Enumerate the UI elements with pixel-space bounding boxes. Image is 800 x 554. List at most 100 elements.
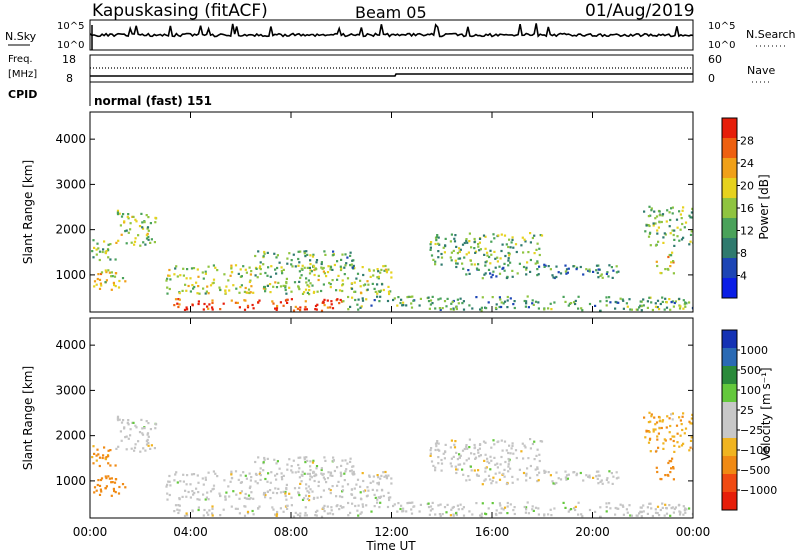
power-cell (304, 305, 307, 309)
velocity-cell (486, 460, 489, 463)
power-cell (264, 271, 267, 275)
power-cell (393, 297, 396, 300)
power-cell (511, 236, 514, 239)
velocity-colorbar-tick-label: −1000 (740, 484, 777, 497)
velocity-cell (246, 510, 250, 513)
velocity-cell (174, 473, 177, 476)
velocity-cell (503, 440, 507, 443)
velocity-cell (450, 439, 453, 442)
velocity-cell (689, 446, 692, 449)
velocity-cell (203, 508, 206, 512)
velocity-cell (617, 507, 620, 510)
power-cell (341, 283, 345, 286)
power-cell (178, 298, 181, 301)
velocity-cell (124, 486, 127, 489)
power-cell (467, 269, 470, 272)
velocity-panel-frame (89, 317, 694, 519)
velocity-cell (478, 447, 481, 450)
power-cell (483, 253, 486, 256)
velocity-cell (346, 483, 350, 486)
power-cell (673, 238, 676, 241)
power-cell (320, 261, 323, 264)
power-cell (185, 289, 188, 292)
power-cell (668, 253, 671, 257)
velocity-cell (531, 508, 534, 511)
power-cell (382, 265, 385, 268)
velocity-cell (207, 498, 210, 501)
power-cell (495, 303, 498, 306)
velocity-cell (549, 474, 552, 477)
power-cell (317, 274, 320, 277)
power-cell (437, 256, 440, 259)
power-cell (145, 234, 148, 237)
power-cell (564, 300, 567, 303)
velocity-cell (269, 489, 272, 492)
velocity-cell (367, 489, 370, 492)
power-cell (462, 267, 465, 270)
power-cell (507, 245, 510, 249)
power-cell (349, 254, 352, 257)
velocity-cell (684, 507, 687, 510)
velocity-cell (607, 481, 610, 484)
velocity-cell (547, 513, 550, 516)
power-cell (350, 263, 353, 266)
velocity-cell (244, 505, 247, 508)
power-cell (385, 270, 389, 273)
velocity-colorbar-swatch (722, 474, 737, 492)
velocity-cell (444, 451, 447, 454)
velocity-colorbar-swatch (722, 456, 737, 474)
power-cell (349, 251, 352, 254)
velocity-cell (137, 440, 140, 443)
velocity-cell (525, 479, 528, 482)
velocity-cell (322, 489, 325, 492)
power-cell (299, 250, 302, 253)
noise-left-tick-top: 10^5 (57, 21, 84, 32)
velocity-cell (553, 507, 556, 510)
velocity-cell (473, 469, 476, 472)
power-cell (273, 252, 276, 255)
velocity-cell (292, 459, 295, 462)
power-cell (492, 270, 495, 273)
power-cell (316, 290, 319, 293)
velocity-cell (340, 473, 343, 476)
velocity-cell (264, 477, 267, 481)
power-cell (349, 264, 352, 267)
velocity-cell (214, 472, 217, 475)
velocity-cell (527, 457, 530, 460)
velocity-cell (478, 455, 481, 458)
velocity-cell (300, 480, 303, 483)
power-cell (549, 302, 552, 305)
velocity-cell (344, 470, 347, 473)
velocity-cell (688, 420, 691, 423)
velocity-cell (458, 453, 461, 456)
power-cell (478, 249, 481, 252)
power-cell (149, 241, 152, 244)
power-cell (113, 283, 116, 287)
power-cell (500, 301, 503, 304)
power-cell (615, 271, 618, 274)
power-cell (492, 233, 495, 236)
velocity-cell (605, 502, 608, 505)
velocity-cell (323, 504, 326, 507)
velocity-cell (608, 502, 611, 505)
velocity-cell (505, 449, 508, 452)
power-cell (276, 304, 279, 308)
power-cell (109, 243, 112, 246)
power-cell (125, 242, 128, 245)
power-cell (503, 300, 507, 303)
power-cell (133, 240, 137, 243)
velocity-cell (680, 444, 684, 447)
power-cell (465, 238, 468, 241)
velocity-cell (656, 435, 659, 438)
power-cell (373, 299, 376, 302)
velocity-cell (463, 447, 466, 451)
velocity-cell (587, 475, 590, 478)
power-cell (524, 305, 527, 308)
power-cell (592, 270, 595, 273)
power-cell (305, 308, 308, 311)
velocity-cell (219, 514, 222, 517)
power-cell (455, 307, 458, 311)
velocity-cell (282, 474, 285, 477)
power-cell (277, 281, 280, 284)
velocity-cell (672, 439, 675, 443)
